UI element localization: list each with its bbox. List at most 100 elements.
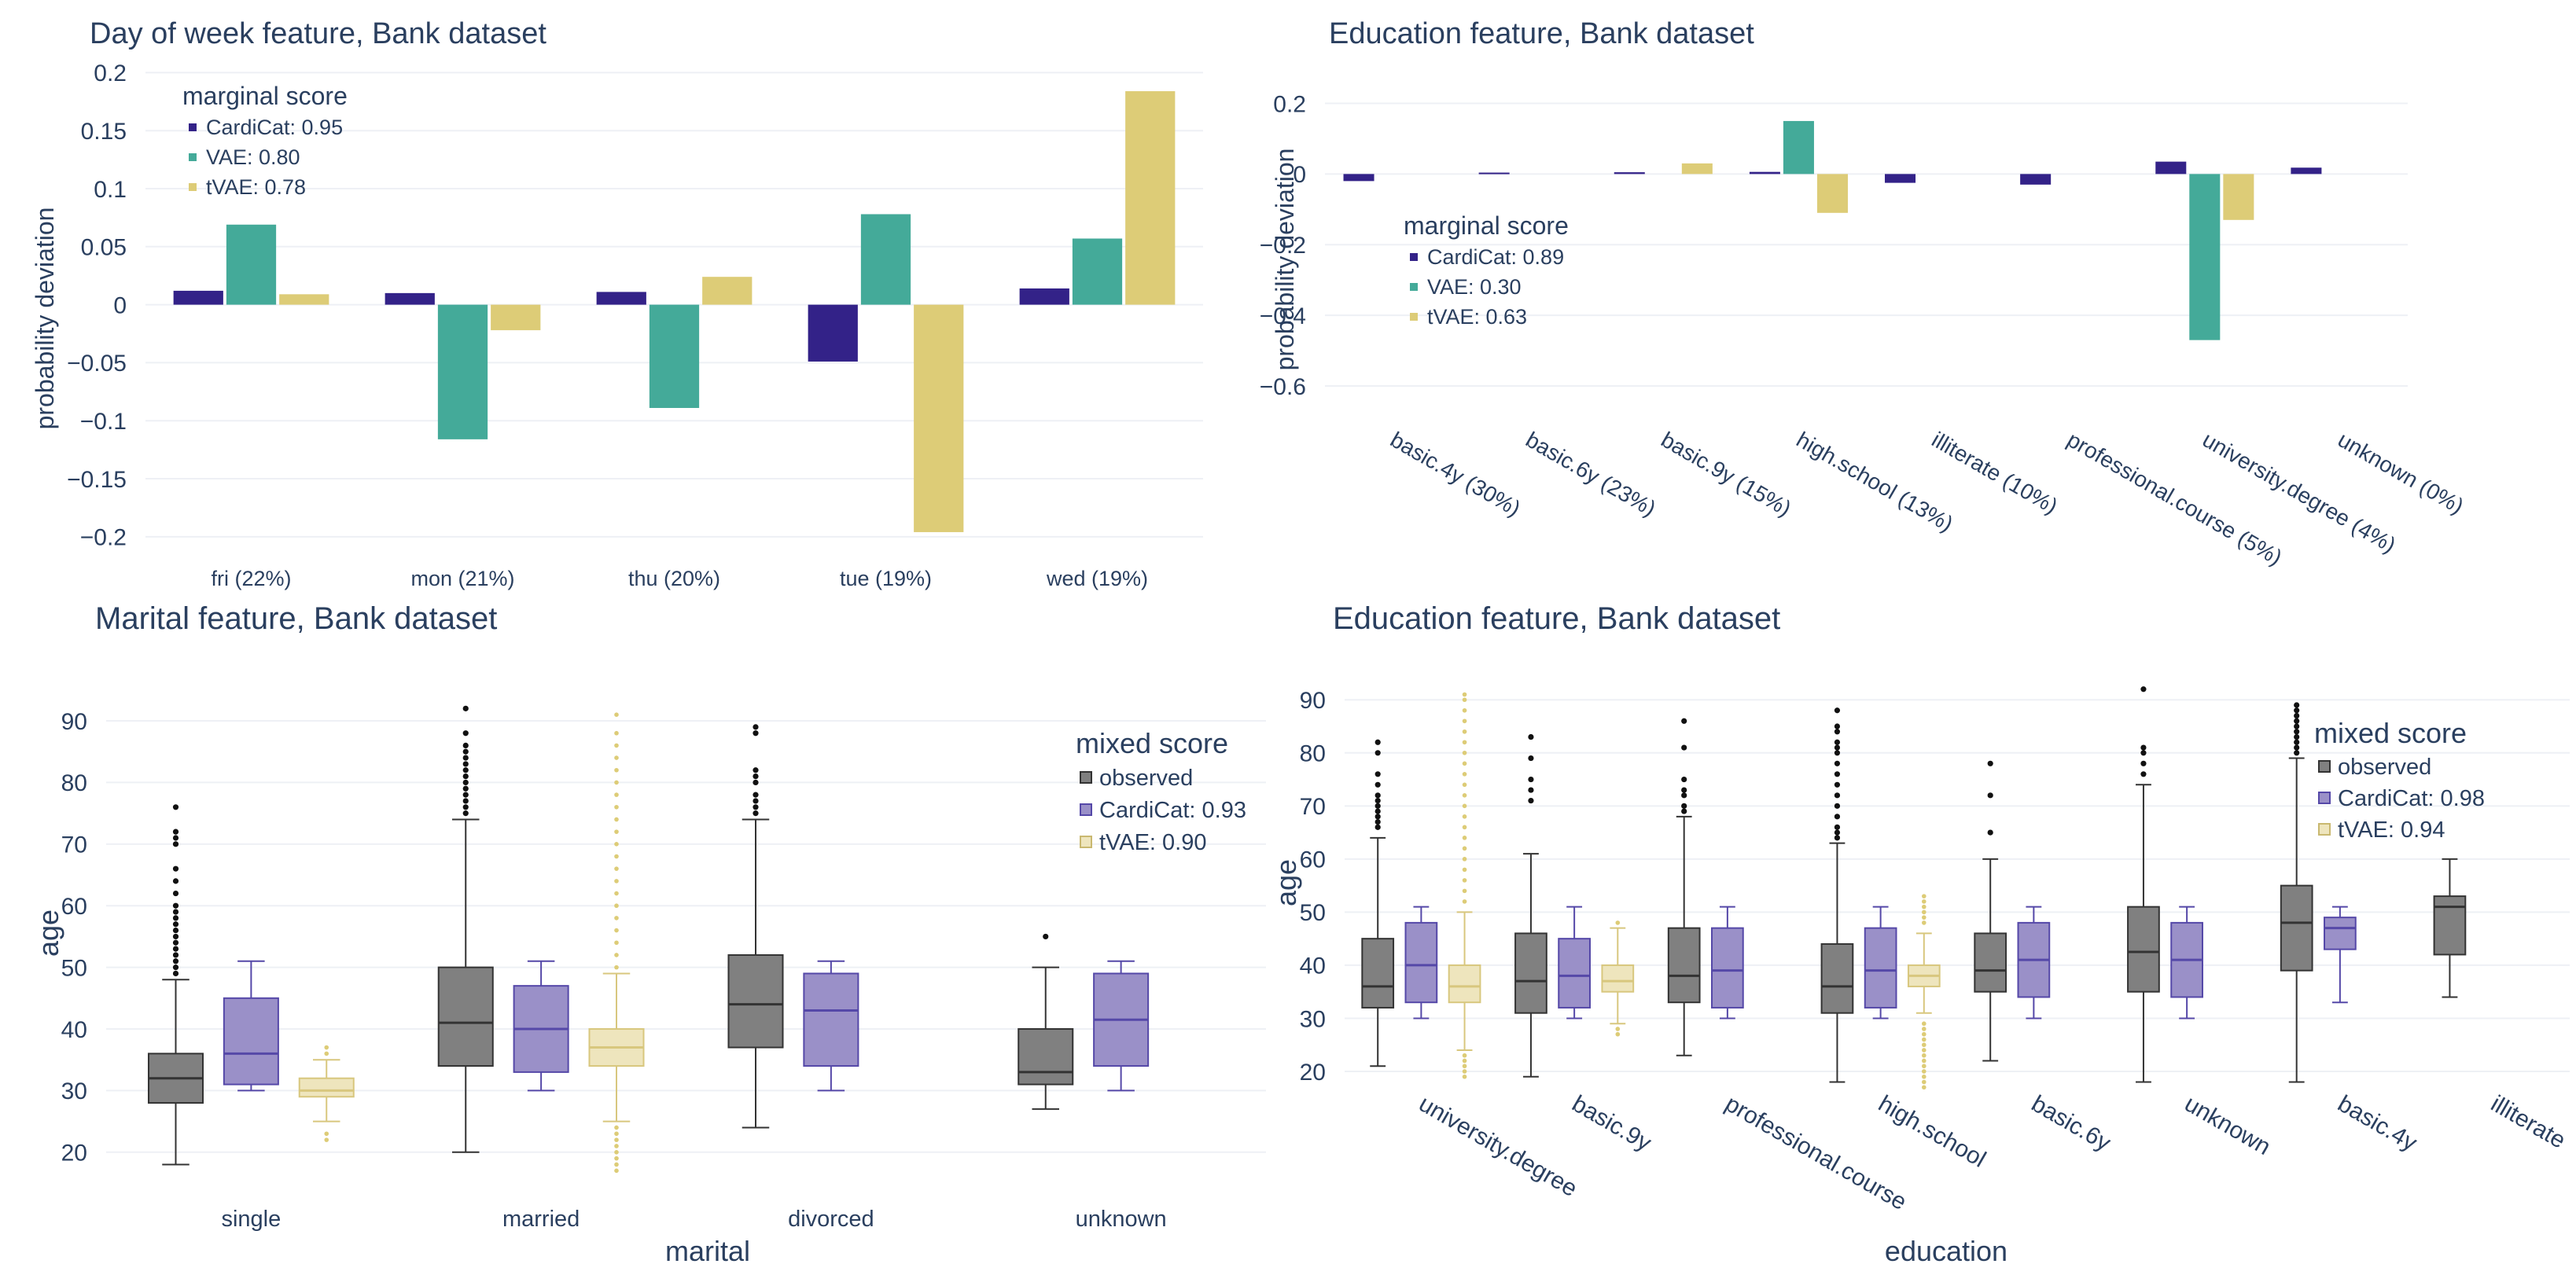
box-outlier xyxy=(1834,814,1841,820)
box-outlier xyxy=(1462,814,1467,819)
y-tick-label: 80 xyxy=(1300,741,1326,767)
box-outlier xyxy=(614,866,619,871)
legend-title: mixed score xyxy=(1076,727,1228,759)
box-outlier xyxy=(753,773,759,780)
box-outlier xyxy=(1462,707,1467,713)
x-tick-label: illiterate xyxy=(2486,1090,2570,1153)
box-iqr xyxy=(2433,895,2467,956)
box-outlier xyxy=(172,909,179,915)
box-outlier xyxy=(1615,920,1621,925)
box-outlier xyxy=(1374,797,1381,804)
box-outlier xyxy=(614,1137,619,1142)
box-outlier xyxy=(172,946,179,952)
box-outlier xyxy=(172,927,179,934)
box-outlier xyxy=(614,755,619,760)
x-tick-label: high.school xyxy=(1874,1090,1990,1172)
box-outlier xyxy=(1462,803,1467,809)
box-outlier xyxy=(614,804,619,810)
legend-swatch xyxy=(1080,803,1092,816)
box-outlier xyxy=(1834,760,1841,766)
box-iqr xyxy=(2280,884,2313,972)
box-outlier xyxy=(614,792,619,797)
box-outlier xyxy=(614,940,619,946)
box-outlier xyxy=(2140,760,2147,766)
box-outlier xyxy=(1528,787,1534,793)
box-outlier xyxy=(1462,740,1467,745)
bar xyxy=(1072,238,1123,305)
y-tick-label: 40 xyxy=(1300,953,1326,979)
box-outlier xyxy=(1922,904,1926,909)
legend-title: marginal score xyxy=(1404,211,1569,240)
marital-title: Marital feature, Bank dataset xyxy=(95,601,497,636)
box-iqr xyxy=(1820,942,1854,1014)
x-tick-label: basic.9y (15%) xyxy=(1657,427,1795,520)
box-outlier xyxy=(1462,1053,1467,1058)
bar xyxy=(2189,174,2221,340)
box-outlier xyxy=(614,903,619,909)
bar xyxy=(2223,174,2254,220)
bar xyxy=(1783,120,1814,175)
box-outlier xyxy=(1462,718,1467,724)
bar xyxy=(1125,91,1176,305)
box-outlier xyxy=(172,890,179,897)
marital-ylabel: age xyxy=(32,909,64,957)
legend-swatch xyxy=(189,123,197,131)
box-outlier xyxy=(2294,712,2300,719)
box-outlier xyxy=(614,829,619,834)
y-tick-label: 50 xyxy=(1300,900,1326,926)
box-outlier xyxy=(172,952,179,958)
bar xyxy=(860,214,911,305)
box-outlier xyxy=(1374,750,1381,756)
legend-entry: observed xyxy=(1099,766,1193,791)
box-outlier xyxy=(1462,899,1467,904)
box-outlier xyxy=(1987,792,1993,799)
box-outlier xyxy=(1922,1021,1926,1027)
box-outlier xyxy=(462,810,469,817)
bar xyxy=(914,304,964,532)
box-outlier xyxy=(1528,733,1534,740)
bar xyxy=(437,304,488,439)
legend-entry: CardiCat: 0.89 xyxy=(1427,245,1564,269)
x-tick-label: university.degree xyxy=(1415,1090,1581,1202)
box-outlier xyxy=(324,1131,329,1137)
box-outlier xyxy=(1462,697,1467,703)
box-outlier xyxy=(614,1144,619,1148)
box-outlier xyxy=(462,705,469,711)
box-outlier xyxy=(753,792,759,798)
legend-swatch xyxy=(2318,823,2331,836)
box-outlier xyxy=(614,842,619,847)
y-tick-label: 70 xyxy=(1300,794,1326,820)
box-outlier xyxy=(1374,803,1381,809)
x-tick-label: single xyxy=(221,1207,281,1232)
box-outlier xyxy=(614,891,619,896)
box-outlier xyxy=(1462,825,1467,830)
y-tick-label: 0.15 xyxy=(81,119,127,145)
y-tick-label: 0.1 xyxy=(94,177,127,203)
box-outlier xyxy=(614,1156,619,1161)
legend-entry: tVAE: 0.63 xyxy=(1427,305,1527,329)
box-outlier xyxy=(1462,836,1467,840)
y-tick-label: 40 xyxy=(61,1017,87,1043)
box-outlier xyxy=(1374,824,1381,830)
box-outlier xyxy=(614,879,619,884)
bar xyxy=(808,304,858,362)
x-tick-label: unknown xyxy=(2180,1090,2276,1160)
edu-box-title: Education feature, Bank dataset xyxy=(1333,601,1780,636)
box-outlier xyxy=(1681,803,1687,809)
box-outlier xyxy=(614,767,619,773)
box-outlier xyxy=(614,1168,619,1174)
y-tick-label: 90 xyxy=(61,709,87,735)
box-outlier xyxy=(1834,835,1841,841)
box-outlier xyxy=(1922,1085,1926,1090)
y-tick-label: 0.05 xyxy=(81,235,127,261)
box-iqr xyxy=(1018,1028,1074,1086)
box-outlier xyxy=(172,958,179,964)
box-outlier xyxy=(1528,755,1534,762)
box-outlier xyxy=(1374,808,1381,814)
box-iqr xyxy=(2324,917,2357,950)
bar xyxy=(702,277,753,305)
box-outlier xyxy=(1834,792,1841,799)
box-outlier xyxy=(462,748,469,755)
legend-swatch xyxy=(189,183,197,191)
box-outlier xyxy=(1922,1042,1926,1048)
